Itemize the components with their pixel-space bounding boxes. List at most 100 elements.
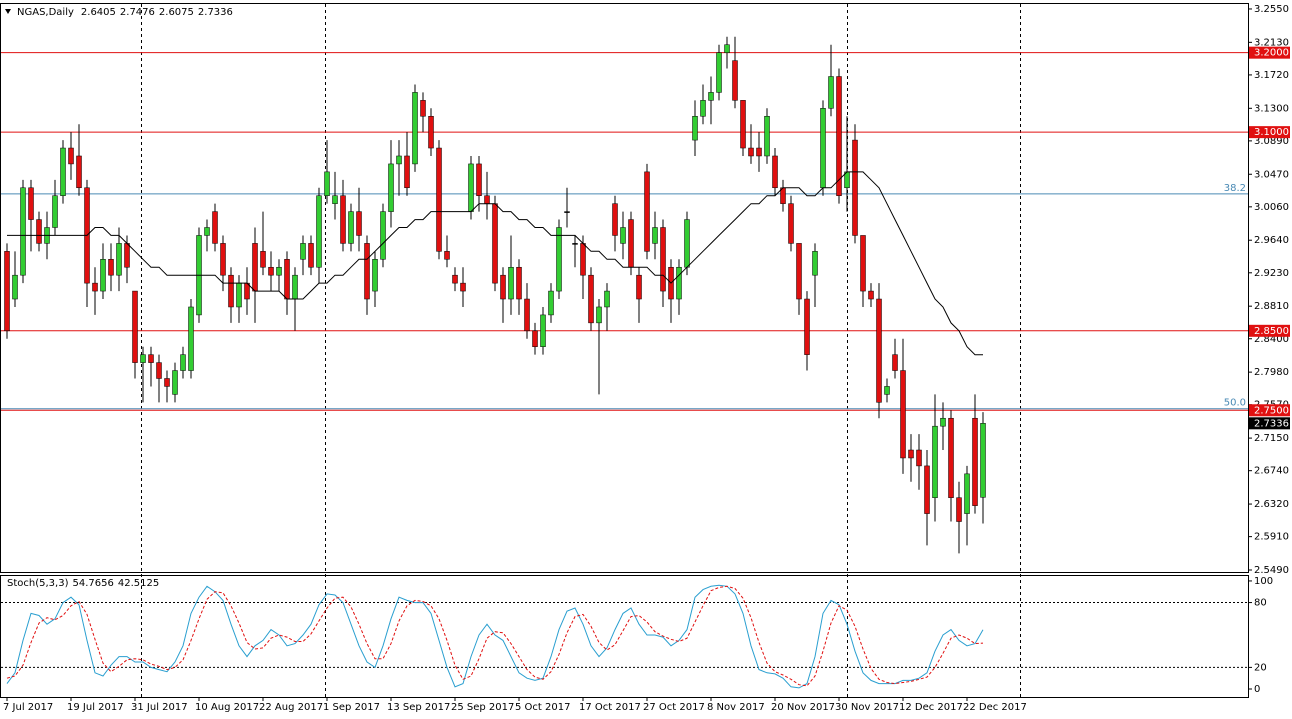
candle-body (636, 274, 642, 300)
candle-body (340, 195, 346, 244)
x-tick-label: 30 Nov 2017 (835, 702, 899, 713)
candle-body (284, 259, 290, 300)
y-tick-label: 2.7980 (1254, 367, 1289, 378)
candle-body (684, 219, 690, 268)
candle-body (596, 306, 602, 324)
candle-body (476, 163, 482, 196)
candle-body (972, 417, 978, 506)
indicator-line (6, 585, 984, 687)
y-tick-label: 2.8400 (1254, 334, 1289, 345)
level-label: 2.8500 (1254, 326, 1289, 337)
candle-body (932, 425, 938, 498)
candle-body (4, 251, 10, 332)
candle-body (540, 314, 546, 347)
candle-body (740, 100, 746, 149)
candle-body (804, 298, 810, 355)
y-tick-label: 3.1720 (1254, 70, 1289, 81)
candle-body (36, 219, 42, 244)
level-label: 2.7500 (1254, 405, 1289, 416)
y-tick-label: 2.9640 (1254, 235, 1289, 246)
candle-body (820, 108, 826, 189)
candle-body (788, 203, 794, 244)
candle-body (724, 44, 730, 53)
candle-body (836, 76, 842, 196)
candle-body (548, 290, 554, 316)
candle-body (52, 195, 58, 228)
candle-body (420, 100, 426, 117)
x-tick-label: 27 Oct 2017 (643, 702, 705, 713)
candle-body (716, 52, 722, 93)
candle-body (236, 282, 242, 308)
close-value: 2.7336 (198, 7, 233, 18)
candle-body (884, 386, 890, 395)
candle-body (148, 354, 154, 363)
x-tick-label: 13 Sep 2017 (387, 702, 450, 713)
candle-body (412, 92, 418, 165)
y-tick-label: 2.5910 (1254, 532, 1289, 543)
price-panel (0, 3, 1249, 573)
low-value: 2.6075 (159, 7, 194, 18)
candle-body (108, 259, 114, 276)
candle-body (916, 449, 922, 467)
candle-body (260, 251, 266, 268)
chart-header: NGAS,Daily 2.6405 2.7476 2.6075 2.7336 (17, 7, 233, 18)
indicator-tick-label: 80 (1254, 598, 1267, 609)
candle-body (908, 449, 914, 459)
candle-body (100, 259, 106, 292)
candle-body (580, 243, 586, 276)
y-tick-label: 3.0470 (1254, 169, 1289, 180)
candle-body (732, 60, 738, 101)
indicator-tick-label: 100 (1254, 576, 1273, 587)
menu-arrow[interactable] (5, 9, 11, 14)
y-tick-label: 3.1300 (1254, 103, 1289, 114)
y-tick-label: 2.8810 (1254, 301, 1289, 312)
candle-body (900, 370, 906, 459)
candle-body (164, 378, 170, 387)
candle-body (60, 147, 66, 196)
indicator-header: Stoch(5,3,3) 54.7656 42.5125 (7, 578, 159, 589)
candle-body (772, 155, 778, 189)
candle-body (140, 354, 146, 363)
candle-body (524, 298, 530, 332)
indicator-panel (0, 575, 1249, 698)
candle-body (876, 298, 882, 403)
y-tick-label: 2.6320 (1254, 499, 1289, 510)
candle-body (28, 187, 34, 220)
y-tick-label: 2.6740 (1254, 466, 1289, 477)
fib-label: 38.2 (1224, 183, 1246, 194)
candle-body (204, 227, 210, 236)
candle-body (188, 306, 194, 371)
y-tick-label: 3.2130 (1254, 37, 1289, 48)
signal-value: 42.5125 (118, 578, 159, 589)
fib-label: 50.0 (1224, 398, 1246, 409)
candle-body (396, 155, 402, 165)
candle-body (532, 330, 538, 347)
x-tick-label: 19 Jul 2017 (67, 702, 124, 713)
candle-body (228, 274, 234, 308)
x-tick-label: 5 Oct 2017 (515, 702, 570, 713)
candle-body (564, 211, 570, 213)
current-price-label: 2.7336 (1254, 418, 1289, 429)
candle-body (692, 115, 698, 141)
candle-body (628, 219, 634, 268)
x-tick-label: 22 Dec 2017 (963, 702, 1027, 713)
level-label: 3.1000 (1254, 127, 1289, 138)
indicator-title: Stoch(5,3,3) (7, 578, 69, 589)
candle-body (92, 282, 98, 292)
x-tick-label: 10 Aug 2017 (195, 702, 259, 713)
candle-body (212, 211, 218, 244)
candle-body (964, 473, 970, 514)
candle-body (124, 243, 130, 268)
y-tick-label: 2.7150 (1254, 433, 1289, 444)
candle-body (68, 147, 74, 165)
level-label-box (1249, 324, 1290, 337)
y-tick-label: 3.0060 (1254, 202, 1289, 213)
candle-body (508, 266, 514, 300)
candle-body (700, 100, 706, 117)
candle-body (220, 243, 226, 276)
y-tick-label: 2.9230 (1254, 268, 1289, 279)
candle-body (940, 417, 946, 427)
moving-average (7, 171, 983, 356)
candle-body (500, 274, 506, 300)
